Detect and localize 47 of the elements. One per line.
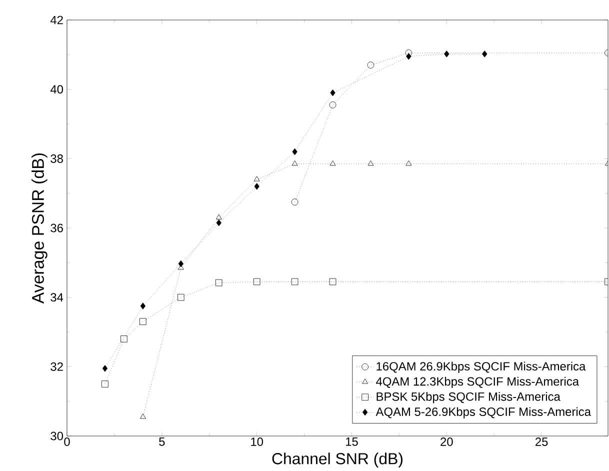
point — [330, 160, 336, 166]
legend-label: 4QAM 12.3Kbps SQCIF Miss-America — [376, 376, 580, 388]
point — [406, 53, 412, 60]
legend-label: BPSK 5Kbps SQCIF Miss-America — [376, 392, 560, 404]
y-tick-label: 40 — [50, 85, 64, 94]
point — [178, 260, 184, 268]
point — [329, 102, 336, 108]
point — [406, 160, 412, 166]
point — [368, 160, 374, 166]
y-tick-label: 34 — [50, 293, 64, 302]
point — [253, 278, 260, 286]
point — [140, 414, 146, 419]
x-tick-label: 20 — [440, 438, 453, 446]
point — [292, 148, 298, 156]
point — [140, 302, 146, 310]
point — [367, 62, 374, 68]
point — [216, 219, 222, 226]
y-tick-label: 36 — [50, 224, 63, 232]
point — [291, 278, 298, 286]
point — [329, 278, 336, 286]
point — [254, 176, 260, 182]
x-tick-label: 0 — [64, 438, 70, 446]
point — [120, 336, 128, 342]
point — [102, 365, 108, 372]
x-tick-label: 15 — [346, 438, 358, 446]
point — [216, 214, 222, 220]
y-axis-title: Average PSNR (dB) — [32, 153, 48, 304]
point — [291, 198, 298, 206]
legend-label: AQAM 5-26.9Kbps SQCIF Miss-America — [376, 407, 591, 418]
x-tick-label: 5 — [159, 438, 165, 446]
point — [102, 380, 108, 388]
point — [254, 183, 260, 190]
point — [444, 50, 450, 58]
y-tick-label: 38 — [50, 154, 63, 163]
y-tick-label: 42 — [50, 16, 63, 24]
point — [292, 160, 298, 166]
point — [178, 294, 184, 301]
y-tick-label: 32 — [50, 362, 63, 371]
point — [140, 318, 146, 325]
legend-label: 16QAM 26.9Kbps SQCIF Miss-America — [376, 362, 586, 373]
point — [330, 89, 336, 96]
point — [215, 279, 222, 286]
x-tick-label: 25 — [536, 438, 548, 446]
x-tick-label: 10 — [251, 438, 264, 446]
point — [482, 50, 488, 58]
x-axis-title: Channel SNR (dB) — [272, 452, 402, 468]
y-tick-label: 30 — [50, 432, 64, 440]
